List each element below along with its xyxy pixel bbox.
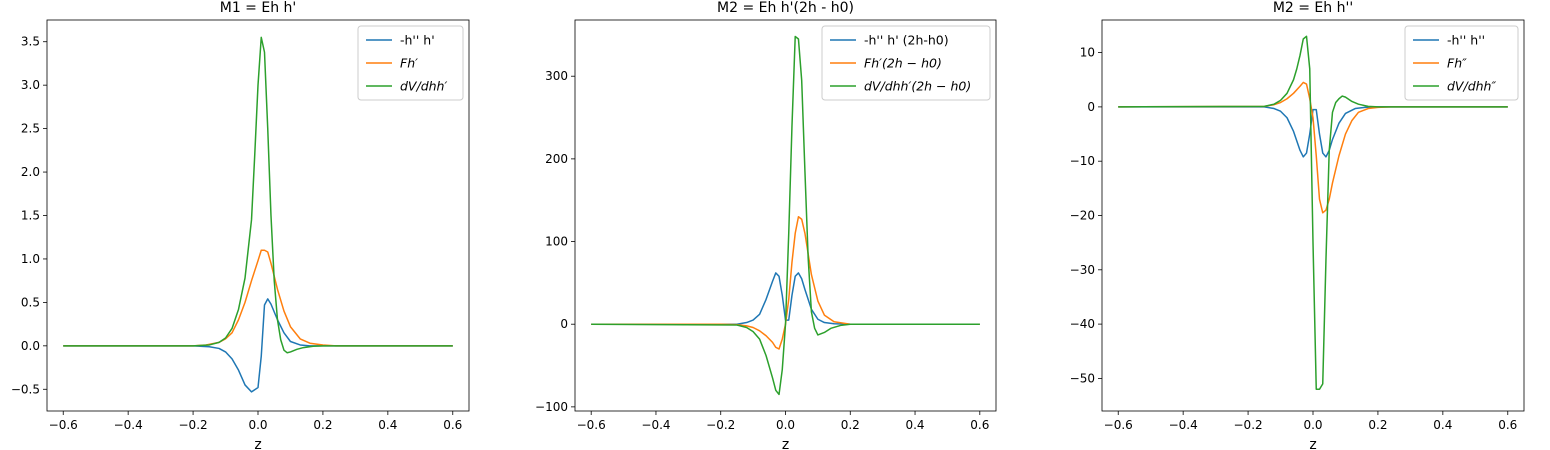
x-tick-label: −0.4 — [641, 418, 670, 432]
y-tick-label: −40 — [1070, 317, 1095, 331]
x-tick-label: 0.0 — [1303, 418, 1322, 432]
x-tick-label: 0.2 — [841, 418, 860, 432]
x-tick-label: 0.0 — [776, 418, 795, 432]
x-axis-label: z — [1309, 437, 1316, 450]
series-line-1 — [63, 298, 453, 393]
y-tick-label: 1.5 — [21, 209, 40, 223]
y-tick-label: −20 — [1070, 209, 1095, 223]
legend-label: dV/dhh′ — [400, 79, 447, 94]
legend-label: dV/dhh′(2h − h0) — [864, 79, 971, 94]
y-tick-label: 2.5 — [21, 122, 40, 136]
x-tick-label: −0.2 — [1234, 418, 1263, 432]
series-line-2 — [1118, 81, 1508, 214]
x-tick-label: −0.2 — [179, 418, 208, 432]
y-tick-label: 3.0 — [21, 78, 40, 92]
y-tick-label: 0.0 — [21, 339, 40, 353]
y-tick-label: 300 — [545, 69, 568, 83]
chart-panel-1: −0.6 −0.4 −0.2 0.0 0.2 0.4 0.6 −0.5 0.0 0.5 1.0 1.5… — [11, 0, 470, 450]
series-line-1 — [591, 272, 980, 325]
x-tick-label: 0.6 — [970, 418, 989, 432]
x-axis-label: z — [782, 437, 789, 450]
legend-label: -h'' h'' — [1447, 33, 1485, 48]
x-tick-label: 0.0 — [248, 418, 267, 432]
x-tick-label: −0.6 — [1104, 418, 1133, 432]
y-tick-label: 100 — [545, 235, 568, 249]
legend-box — [357, 25, 464, 101]
series-line-2 — [63, 249, 453, 347]
x-tick-label: 0.6 — [1498, 418, 1517, 432]
legend-box — [821, 25, 991, 101]
y-tick-label: −10 — [1070, 154, 1095, 168]
legend-box — [1404, 25, 1519, 101]
y-tick-label: 0 — [560, 317, 568, 331]
legend-label: Fh′(2h − h0) — [864, 56, 942, 71]
x-tick-label: 0.2 — [313, 418, 332, 432]
legend-label: dV/dhh″ — [1447, 79, 1496, 94]
legend-label: -h'' h' — [400, 33, 435, 48]
legend-label: -h'' h' (2h-h0) — [864, 33, 949, 48]
chart-title: M2 = Eh h'(2h - h0) — [717, 0, 854, 16]
chart-panel-3: −0.6 −0.4 −0.2 0.0 0.2 0.4 0.6 −50 −40 −30 −20 −10 0… — [1070, 0, 1525, 450]
y-tick-label: −50 — [1070, 371, 1095, 385]
x-tick-label: 0.4 — [1433, 418, 1452, 432]
series-line-2 — [591, 215, 980, 350]
y-tick-label: −30 — [1070, 263, 1095, 277]
legend: -h'' h'' Fh″ dV/dhh″ — [1404, 25, 1519, 101]
x-tick-label: −0.6 — [577, 418, 606, 432]
y-tick-label: 200 — [545, 152, 568, 166]
chart-title: M1 = Eh h' — [220, 0, 297, 16]
y-tick-label: 0 — [1087, 100, 1095, 114]
y-tick-label: −0.5 — [11, 382, 40, 396]
x-tick-label: −0.6 — [49, 418, 78, 432]
x-tick-label: 0.4 — [905, 418, 924, 432]
x-tick-label: 0.2 — [1368, 418, 1387, 432]
chart-panel-2: −0.6 −0.4 −0.2 0.0 0.2 0.4 0.6 −100 0 100 200 300 M2… — [535, 0, 997, 450]
chart-title: M2 = Eh h'' — [1273, 0, 1353, 16]
y-tick-label: 1.0 — [21, 252, 40, 266]
x-tick-label: 0.6 — [443, 418, 462, 432]
y-tick-label: 10 — [1080, 46, 1095, 60]
series-line-1 — [1118, 106, 1508, 158]
y-tick-label: 2.0 — [21, 165, 40, 179]
y-tick-label: −100 — [535, 400, 568, 414]
x-tick-label: −0.4 — [1169, 418, 1198, 432]
legend-label: Fh″ — [1447, 56, 1467, 71]
x-tick-label: −0.2 — [706, 418, 735, 432]
legend: -h'' h' (2h-h0) Fh′(2h − h0) dV/dhh′(2h − … — [821, 25, 991, 101]
x-tick-label: −0.4 — [114, 418, 143, 432]
x-tick-label: 0.4 — [378, 418, 397, 432]
series-line-3 — [63, 36, 453, 354]
series-line-3 — [1118, 35, 1508, 391]
legend: -h'' h' Fh′ dV/dhh′ — [357, 25, 464, 101]
series-line-3 — [591, 35, 980, 396]
y-tick-label: 3.5 — [21, 35, 40, 49]
x-axis-label: z — [254, 437, 261, 450]
legend-label: Fh′ — [400, 56, 418, 71]
y-tick-label: 0.5 — [21, 295, 40, 309]
